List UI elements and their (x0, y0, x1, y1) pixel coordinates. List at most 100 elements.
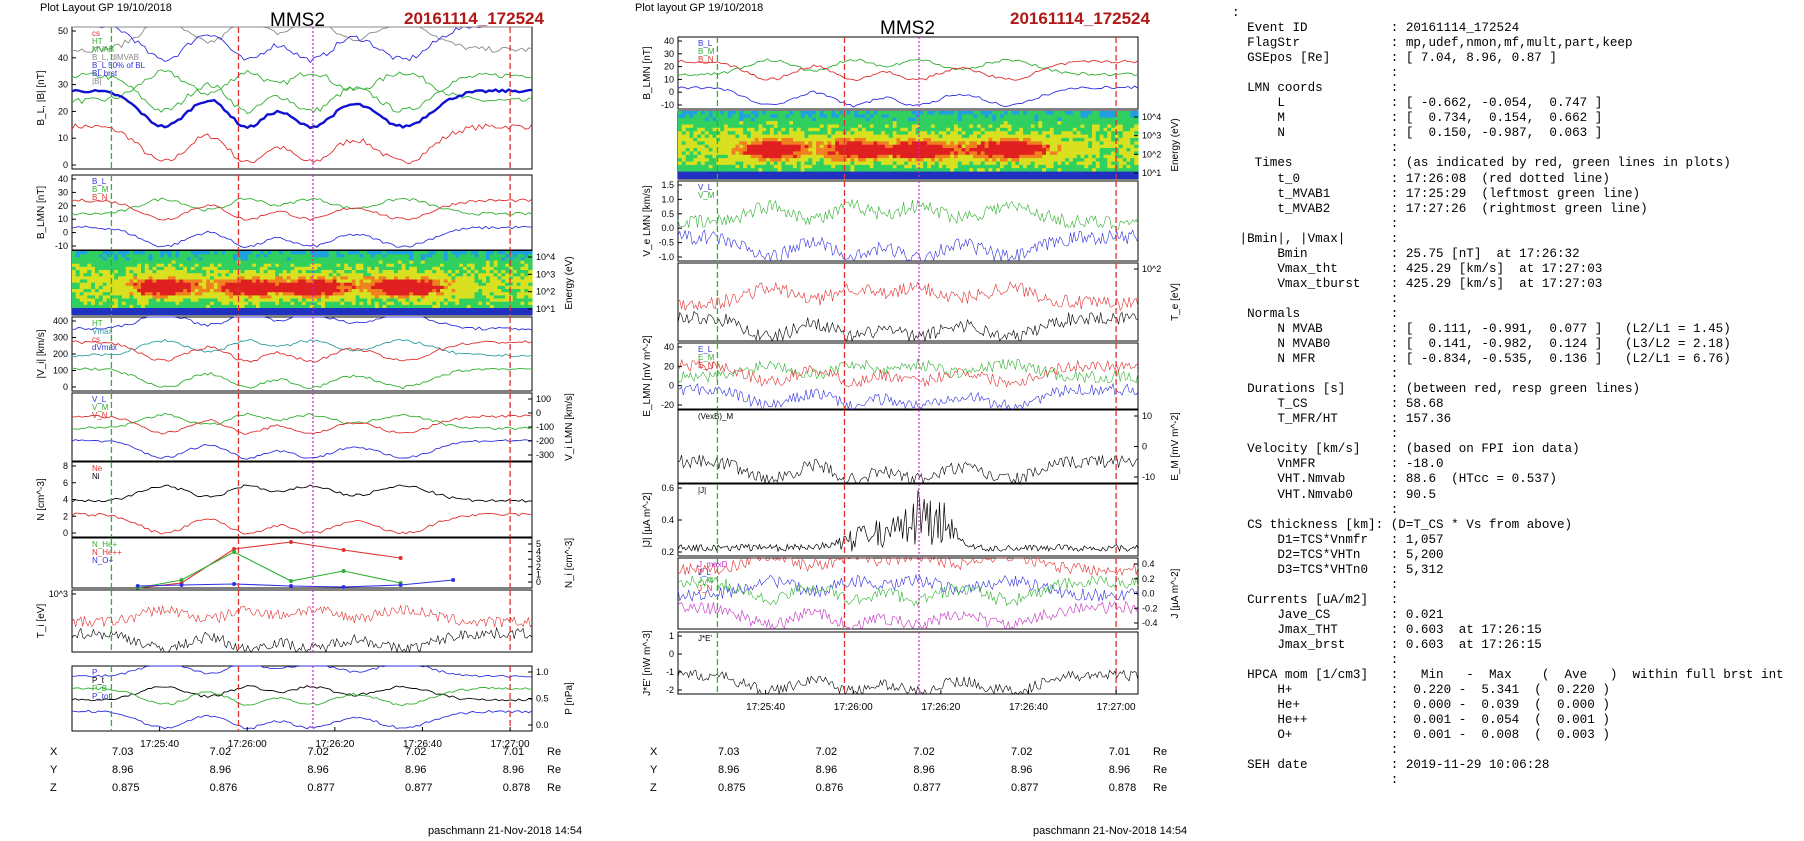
spectrogram-cell (1099, 161, 1105, 166)
spectrogram-cell (351, 251, 357, 255)
spectrogram-cell (121, 301, 127, 306)
spectrogram-cell (915, 127, 921, 132)
spectrogram-cell (1072, 161, 1078, 166)
spectrogram-cell (1115, 144, 1120, 149)
spectrogram-cell (762, 127, 767, 132)
spectrogram-cell (394, 304, 399, 309)
spectrogram-cell (344, 279, 349, 284)
spectrogram-cell (397, 289, 403, 293)
spectrogram-cell (489, 273, 495, 277)
spectrogram-cell (509, 276, 514, 281)
spectrogram-cell (819, 171, 825, 176)
spectrogram-cell (148, 260, 154, 265)
spectrogram-cell (394, 260, 399, 265)
spectrogram-cell (417, 304, 422, 309)
spectrogram-cell (873, 111, 878, 115)
spectrogram-cell (854, 171, 859, 176)
spectrogram-cell (344, 304, 349, 309)
spectrogram-cell (256, 257, 261, 262)
trace-BLMN (71, 198, 533, 221)
spectrogram-cell (378, 266, 384, 271)
spectrogram-cell (233, 251, 238, 255)
spectrogram-cell (716, 134, 721, 139)
y-tick-label: 0 (63, 382, 68, 392)
spectrogram-cell (447, 308, 453, 312)
spectrogram-cell (954, 164, 959, 169)
spectrogram-cell (931, 137, 936, 142)
spectrogram-cell (819, 148, 825, 152)
spectrogram-cell (896, 175, 901, 179)
spectrogram-cell (275, 251, 280, 255)
spectrogram-cell (313, 285, 318, 290)
spectrogram-cell (443, 260, 449, 265)
spectrogram-cell (735, 144, 740, 149)
spectrogram-cell (118, 257, 123, 262)
spectrogram-cell (1053, 158, 1059, 163)
spectrogram-cell (1084, 134, 1089, 139)
spectrogram-cell (708, 148, 714, 152)
spectrogram-cell (190, 285, 196, 290)
spectrogram-cell (244, 282, 249, 287)
spectrogram-cell (724, 131, 729, 136)
spectrogram-cell (1095, 141, 1101, 146)
spectrogram-cell (489, 292, 495, 296)
spectrogram-cell (87, 279, 92, 284)
spectrogram-cell (1107, 141, 1112, 146)
spectrogram-cell (819, 117, 825, 122)
spectrogram-cell (213, 270, 219, 274)
spectrogram-cell (125, 273, 131, 277)
y-tick-label: 200 (53, 349, 68, 359)
spectrogram-cell (160, 285, 165, 290)
spectrogram-cell (831, 171, 836, 176)
spectrogram-cell (812, 175, 817, 179)
spectrogram-cell (731, 124, 737, 129)
spectrogram-cell (382, 292, 387, 296)
spectrogram-cell (808, 121, 813, 126)
spectrogram-cell (489, 257, 495, 262)
spectrogram-cell (187, 298, 192, 303)
spectrogram-cell (957, 117, 963, 122)
spectrogram-cell (363, 301, 368, 306)
spectrogram-cell (87, 282, 92, 287)
spectrogram-cell (233, 289, 238, 293)
spectrogram-cell (378, 285, 384, 290)
spectrogram-cell (240, 260, 246, 265)
spectrogram-cell (424, 308, 430, 312)
spectrogram-cell (275, 298, 280, 303)
spectrogram-cell (83, 308, 88, 312)
spectrogram-cell (252, 292, 257, 296)
spectrogram-cell (846, 114, 852, 119)
spectrogram-cell (98, 308, 104, 312)
spectrogram-cell (785, 124, 790, 129)
spectrogram-cell (466, 276, 472, 281)
spectrogram-cell (823, 171, 829, 176)
spectrogram-cell (942, 134, 947, 139)
spectrogram-cell (156, 279, 161, 284)
spectrogram-cell (892, 121, 898, 126)
spectrogram-cell (298, 308, 303, 312)
spectrogram-cell (340, 279, 345, 284)
spectrogram-cell (351, 311, 357, 315)
spectrogram-cell (497, 301, 502, 306)
spectrogram-cell (459, 285, 464, 290)
spectrogram-cell (812, 151, 817, 156)
spectrogram-cell (321, 273, 326, 277)
spectrogram-cell (1095, 154, 1101, 159)
spectrogram-cell (988, 134, 993, 139)
spectrogram-cell (881, 114, 886, 119)
spectrogram-cell (766, 117, 771, 122)
spectrogram-cell (332, 308, 338, 312)
trace-N (71, 484, 533, 503)
spectrogram-cell (1023, 164, 1028, 169)
spectrogram-cell (777, 175, 783, 179)
spectrogram-cell (724, 154, 729, 159)
spectrogram-cell (984, 168, 990, 173)
spectrogram-cell (420, 304, 426, 309)
spectrogram-cell (773, 164, 779, 169)
spectrogram-cell (892, 127, 898, 132)
spectrogram-cell (977, 164, 982, 169)
spectrogram-cell (988, 117, 993, 122)
spectrogram-cell (190, 273, 196, 277)
spectrogram-cell (225, 266, 230, 271)
spectrogram-cell (877, 121, 882, 126)
